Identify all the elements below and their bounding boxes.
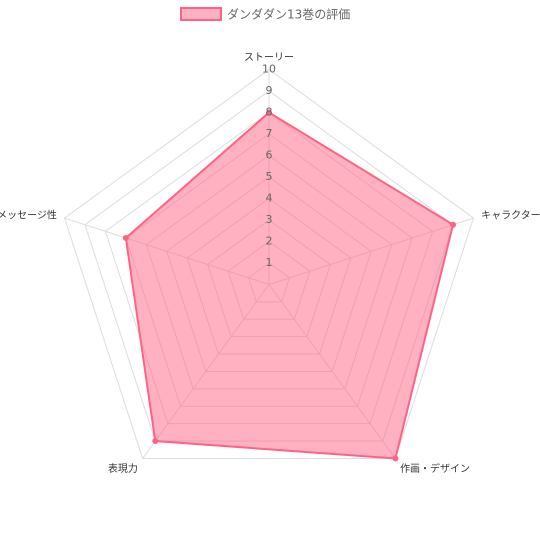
data-point [152,438,159,445]
data-point [392,455,399,462]
data-point [266,109,272,116]
category-label: 表現力 [108,462,138,475]
tick-label: 9 [266,84,273,97]
category-label: ストーリー [244,53,294,64]
category-label: メッセージ性 [0,209,57,222]
tick-label: 6 [266,149,273,162]
tick-label: 5 [266,170,273,183]
data-point [450,221,457,228]
category-label: 作画・デザイン [400,462,470,475]
series-area [124,111,455,460]
tick-label: 1 [266,256,273,269]
tick-label: 2 [266,235,273,248]
tick-label: 4 [266,192,273,205]
grid-line [63,68,475,459]
legend-label: ダンダダン13巻の評価 [227,7,350,22]
legend-swatch [180,7,222,21]
data-point [122,234,129,241]
tick-label: 8 [266,106,273,119]
tick-label: 3 [266,213,273,226]
category-label: キャラクター [481,210,540,222]
tick-label: 7 [266,127,273,140]
tick-label: 10 [262,63,276,76]
